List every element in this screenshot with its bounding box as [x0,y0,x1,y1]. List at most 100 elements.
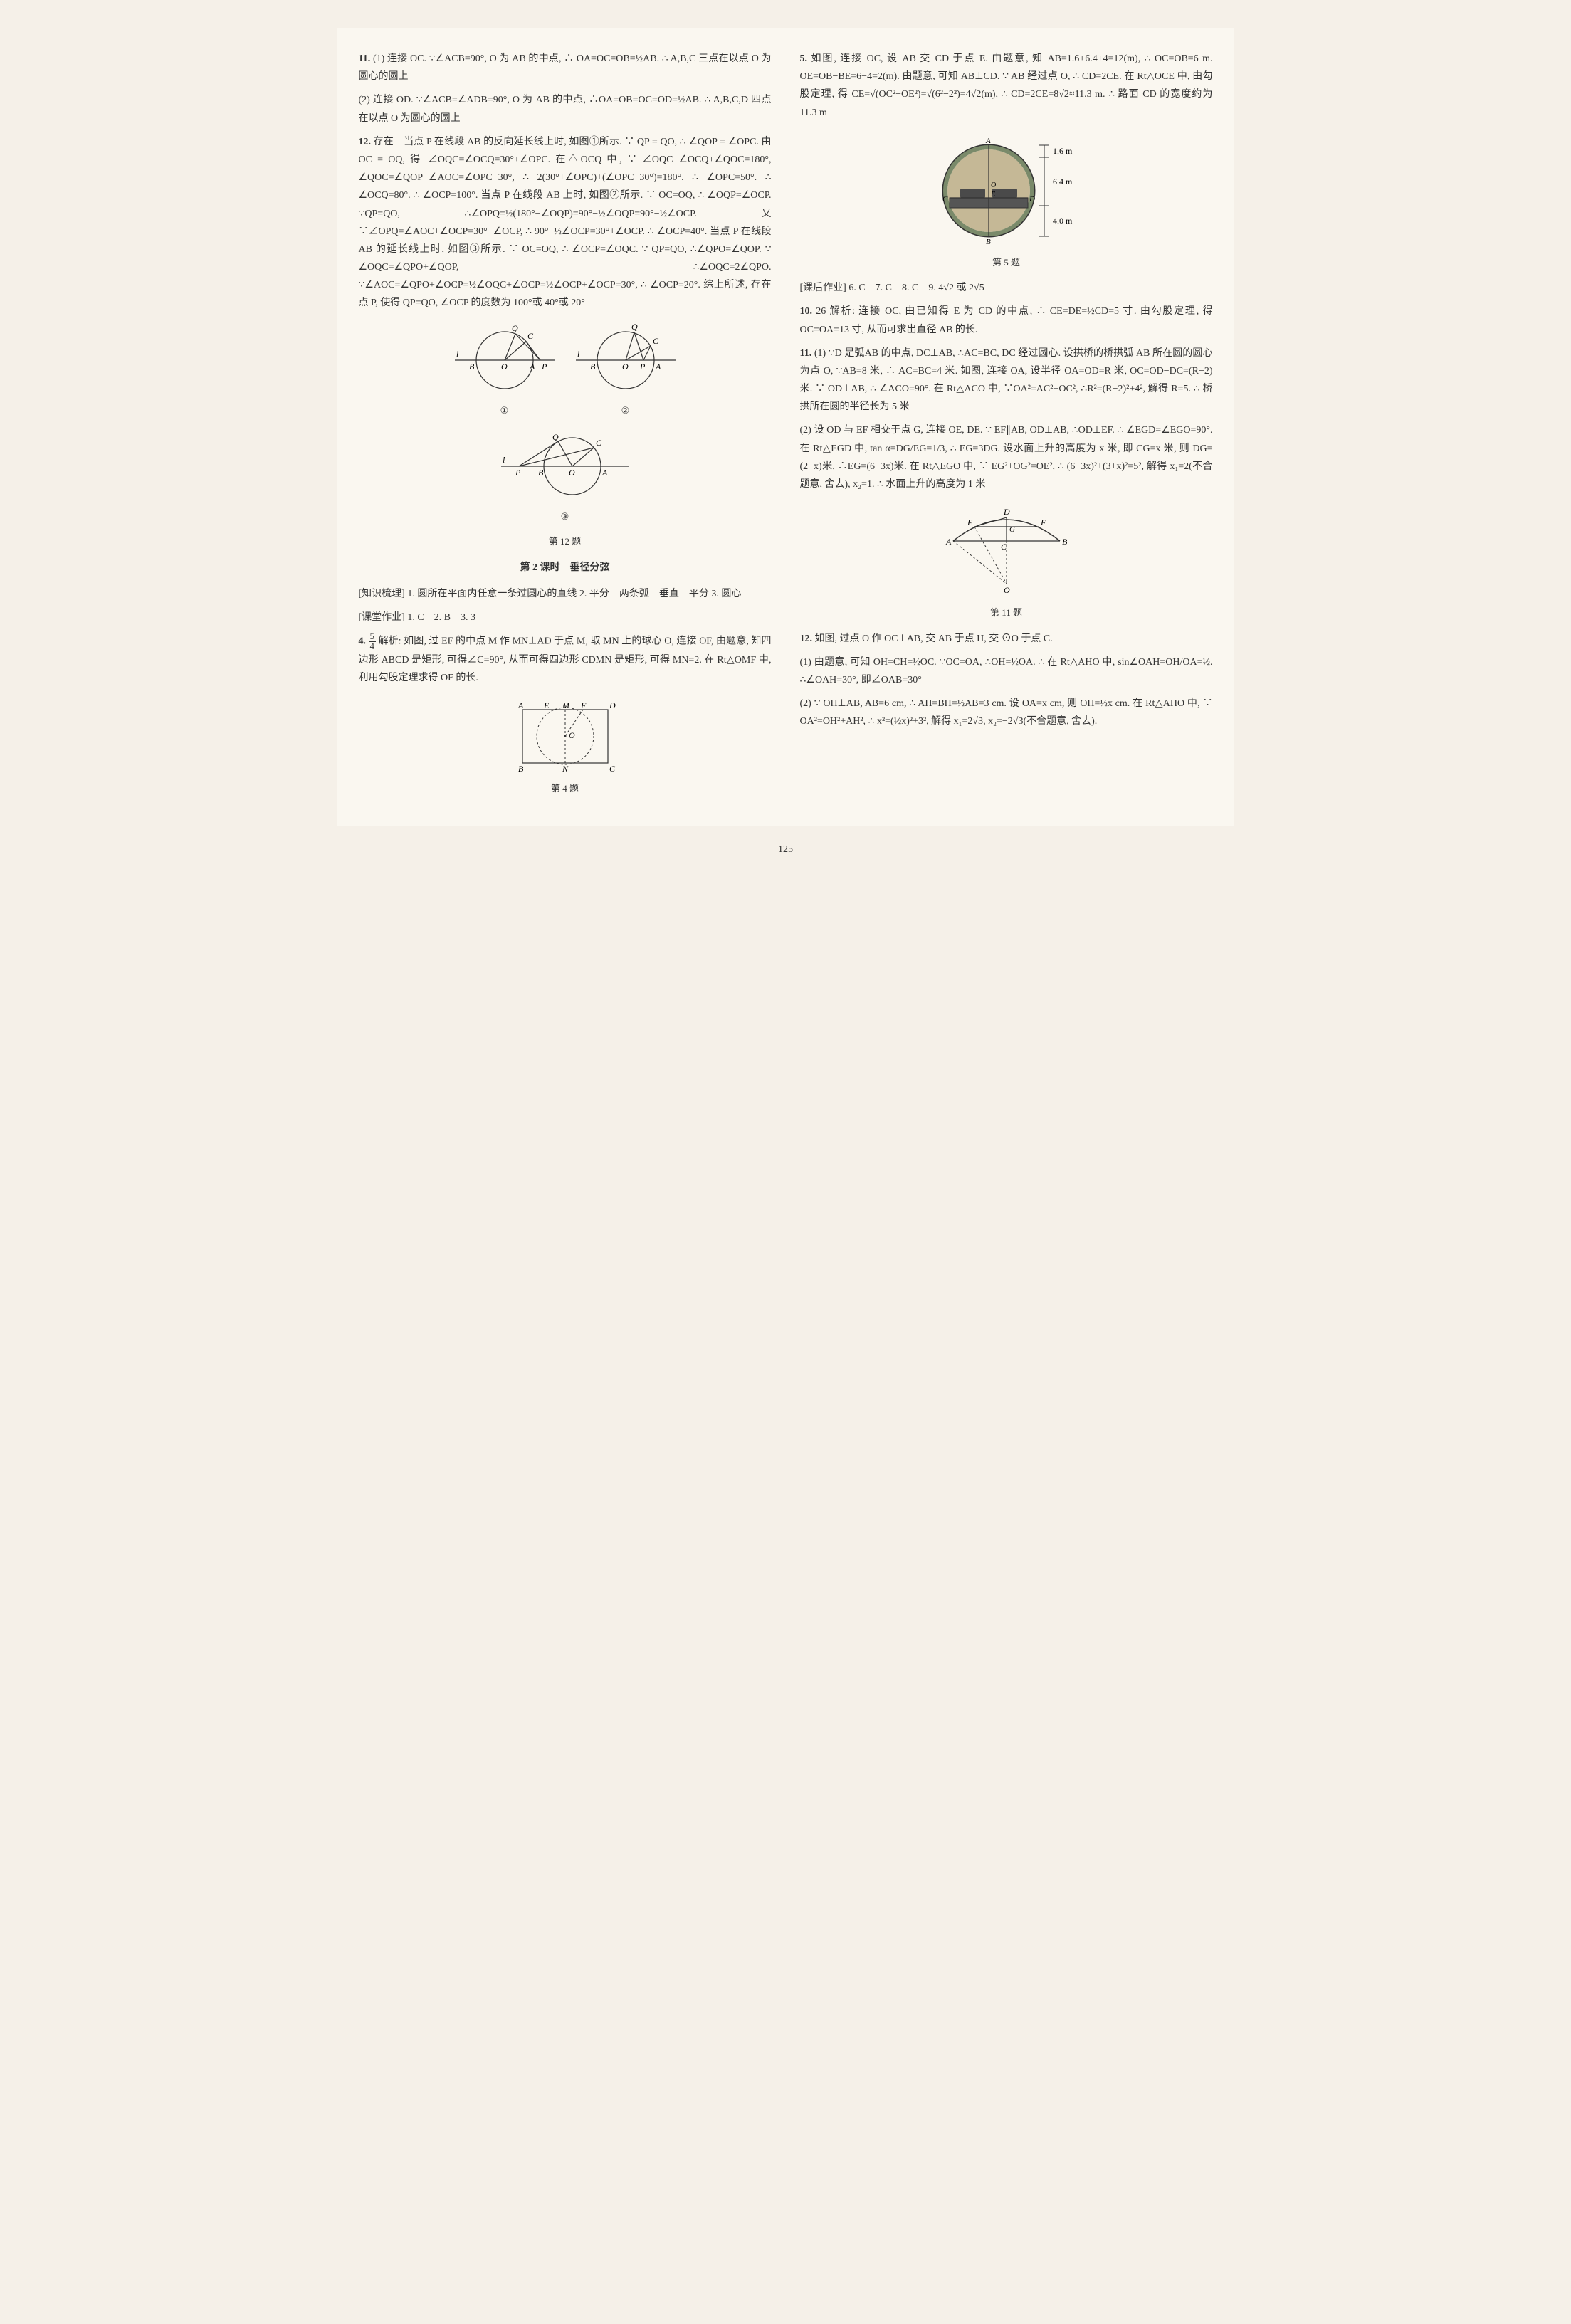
fig5-d1: 1.6 m [1053,146,1073,156]
svg-text:B: B [1062,537,1068,547]
svg-text:l: l [503,455,505,465]
zhishi-label: [知识梳理] [359,589,405,599]
q4-text: 解析: 如图, 过 EF 的中点 M 作 MN⊥AD 于点 M, 取 MN 上的… [359,636,772,683]
fig12-label1: ① [500,402,509,419]
svg-text:O: O [622,362,629,372]
q11-text1: (1) 连接 OC. ∵∠ACB=90°, O 为 AB 的中点, ∴ OA=O… [359,53,772,82]
fig5-caption: 第 5 题 [992,254,1020,270]
svg-text:C: C [527,331,534,341]
q11r-text2: (2) 设 OD 与 EF 相交于点 G, 连接 OE, DE. ∵ EF∥AB… [800,425,1213,490]
kehou-label: [课后作业] [800,283,846,293]
svg-text:B: B [469,362,475,372]
fig4-caption: 第 4 题 [551,780,579,796]
fig5-row: A B C D E O 1.6 m 6.4 m [800,130,1213,270]
q10-answer: 26 [816,306,826,317]
svg-text:B: B [518,764,524,774]
svg-text:F: F [1040,517,1046,527]
svg-text:6.4 m: 6.4 m [1053,177,1073,186]
svg-text:Q: Q [512,323,518,333]
zhishi-section: [知识梳理] 1. 圆所在平面内任意一条过圆心的直线 2. 平分 两条弧 垂直 … [359,585,772,603]
svg-text:G: G [1009,525,1015,534]
q4-num: 4. [359,636,367,647]
q11r-text1: (1) ∵D 是弧AB 的中点, DC⊥AB, ∴AC=BC, DC 经过圆心.… [800,348,1213,413]
svg-text:B: B [538,468,544,478]
svg-text:C: C [596,438,602,448]
svg-text:M: M [562,700,570,710]
fig12-row2: l P B O A Q C ③ [359,427,772,525]
left-column: 11. (1) 连接 OC. ∵∠ACB=90°, O 为 AB 的中点, ∴ … [359,50,772,805]
svg-text:C: C [653,336,659,346]
q10-num: 10. [800,306,813,317]
fig4-row: A E M F D B N C O 第 4 题 [359,695,772,796]
svg-text:A: A [945,537,952,547]
fig11-caption: 第 11 题 [990,604,1022,621]
svg-text:4.0 m: 4.0 m [1053,216,1073,226]
q12-text: 存在 当点 P 在线段 AB 的反向延长线上时, 如图①所示. ∵ QP = Q… [359,137,772,309]
q12-num: 12. [359,137,372,147]
svg-text:B: B [986,238,991,246]
svg-text:F: F [580,700,587,710]
fig5: A B C D E O 1.6 m 6.4 m [925,130,1088,270]
svg-text:Q: Q [552,432,559,442]
svg-text:O: O [569,468,575,478]
fig12-sub3: l P B O A Q C ③ [501,427,629,525]
page-content: 11. (1) 连接 OC. ∵∠ACB=90°, O 为 AB 的中点, ∴ … [337,28,1234,826]
svg-text:C: C [942,195,948,204]
svg-text:A: A [601,468,608,478]
ketang-label: [课堂作业] [359,612,405,623]
q5: 5. 如图, 连接 OC, 设 AB 交 CD 于点 E. 由题意, 知 AB=… [800,50,1213,122]
svg-text:O: O [501,362,508,372]
fig12-label3: ③ [561,508,569,525]
svg-text:D: D [1003,507,1010,517]
svg-text:E: E [990,191,995,199]
svg-text:A: A [529,362,535,372]
q12r-part2: (2) ∵ OH⊥AB, AB=6 cm, ∴ AH=BH=½AB=3 cm. … [800,695,1213,730]
q11r-num: 11. [800,348,812,359]
right-column: 5. 如图, 连接 OC, 设 AB 交 CD 于点 E. 由题意, 知 AB=… [800,50,1213,805]
q11-part1: 11. (1) 连接 OC. ∵∠ACB=90°, O 为 AB 的中点, ∴ … [359,50,772,85]
q5-num: 5. [800,53,808,64]
lesson2-title: 第 2 课时 垂径分弦 [359,559,772,577]
svg-text:O: O [1004,585,1010,595]
svg-text:A: A [517,700,524,710]
q11-part2: (2) 连接 OD. ∵∠ACB=∠ADB=90°, O 为 AB 的中点, ∴… [359,91,772,127]
fig12-label2: ② [621,402,630,419]
q12r-part1: (1) 由题意, 可知 OH=CH=½OC. ∵OC=OA, ∴OH=½OA. … [800,653,1213,689]
fig12-sub2: l B O P A Q C ② [576,321,676,419]
q11-num: 11. [359,53,371,64]
ketang-section: [课堂作业] 1. C 2. B 3. 3 [359,609,772,626]
q12r-text1: (1) 由题意, 可知 OH=CH=½OC. ∵OC=OA, ∴OH=½OA. … [800,657,1213,685]
svg-text:l: l [577,349,580,359]
svg-text:P: P [639,362,646,372]
q11r-part1: 11. (1) ∵D 是弧AB 的中点, DC⊥AB, ∴AC=BC, DC 经… [800,345,1213,416]
zhishi-3: 3. 圆心 [711,589,741,599]
svg-text:l: l [456,349,459,359]
fig11: A B C D E F G O 第 11 题 [935,502,1078,621]
q12r-intro: 12. 如图, 过点 O 作 OC⊥AB, 交 AB 于点 H, 交 ⊙O 于点… [800,630,1213,648]
fig4: A E M F D B N C O 第 4 题 [508,695,622,796]
fig12-sub1: l B O A P Q C ① [455,321,555,419]
svg-text:E: E [543,700,550,710]
svg-text:C: C [1001,542,1007,552]
page-number: 125 [43,841,1528,858]
svg-text:P: P [515,468,521,478]
svg-text:O: O [991,182,996,189]
zhishi-2: 2. 平分 两条弧 垂直 平分 [579,589,709,599]
svg-text:A: A [985,137,991,145]
q5-text: 如图, 连接 OC, 设 AB 交 CD 于点 E. 由题意, 知 AB=1.6… [800,53,1213,118]
kehou-answers: 6. C 7. C 8. C 9. 4√2 或 2√5 [848,283,984,293]
svg-text:N: N [562,764,569,774]
svg-text:Q: Q [631,322,638,332]
q12r-num: 12. [800,633,813,644]
svg-text:C: C [609,764,616,774]
q12r-text2: (2) ∵ OH⊥AB, AB=6 cm, ∴ AH=BH=½AB=3 cm. … [800,698,1213,727]
fig11-row: A B C D E F G O 第 11 题 [800,502,1213,621]
q10: 10. 26 解析: 连接 OC, 由已知得 E 为 CD 的中点, ∴ CE=… [800,303,1213,338]
zhishi-1: 1. 圆所在平面内任意一条过圆心的直线 [407,589,577,599]
svg-text:B: B [590,362,596,372]
fig12-caption: 第 12 题 [359,533,772,550]
q4: 4. 54 解析: 如图, 过 EF 的中点 M 作 MN⊥AD 于点 M, 取… [359,632,772,687]
svg-text:D: D [1029,195,1035,204]
svg-text:P: P [541,362,547,372]
q12r-intro-text: 如图, 过点 O 作 OC⊥AB, 交 AB 于点 H, 交 ⊙O 于点 C. [815,633,1053,644]
